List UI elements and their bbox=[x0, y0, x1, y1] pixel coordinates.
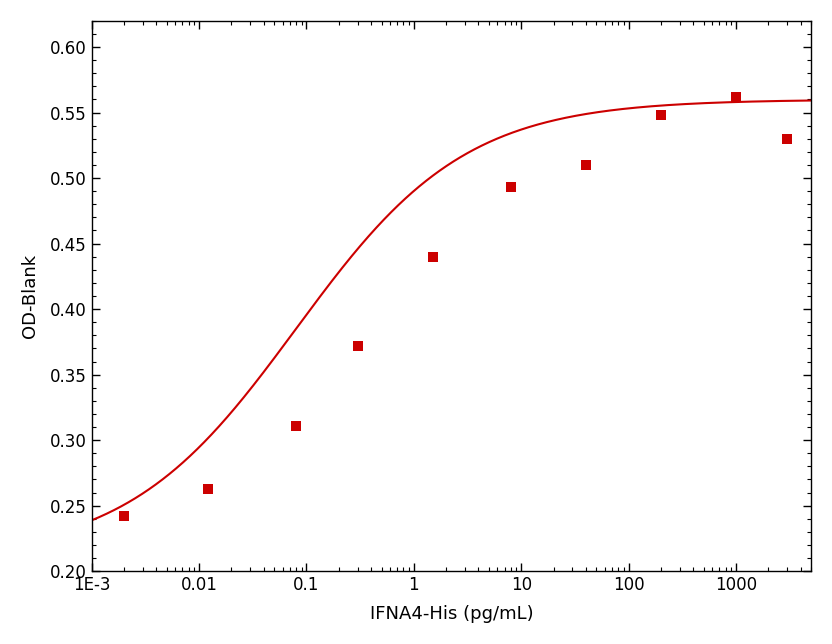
Point bbox=[654, 110, 667, 120]
Point bbox=[351, 341, 364, 351]
Point bbox=[117, 511, 131, 521]
Point bbox=[730, 91, 743, 102]
Point bbox=[290, 421, 303, 431]
Point bbox=[426, 252, 439, 262]
Point bbox=[504, 182, 518, 193]
Point bbox=[579, 160, 592, 170]
X-axis label: IFNA4-His (pg/mL): IFNA4-His (pg/mL) bbox=[369, 605, 533, 623]
Point bbox=[201, 484, 214, 494]
Point bbox=[780, 133, 794, 144]
Y-axis label: OD-Blank: OD-Blank bbox=[21, 254, 39, 338]
